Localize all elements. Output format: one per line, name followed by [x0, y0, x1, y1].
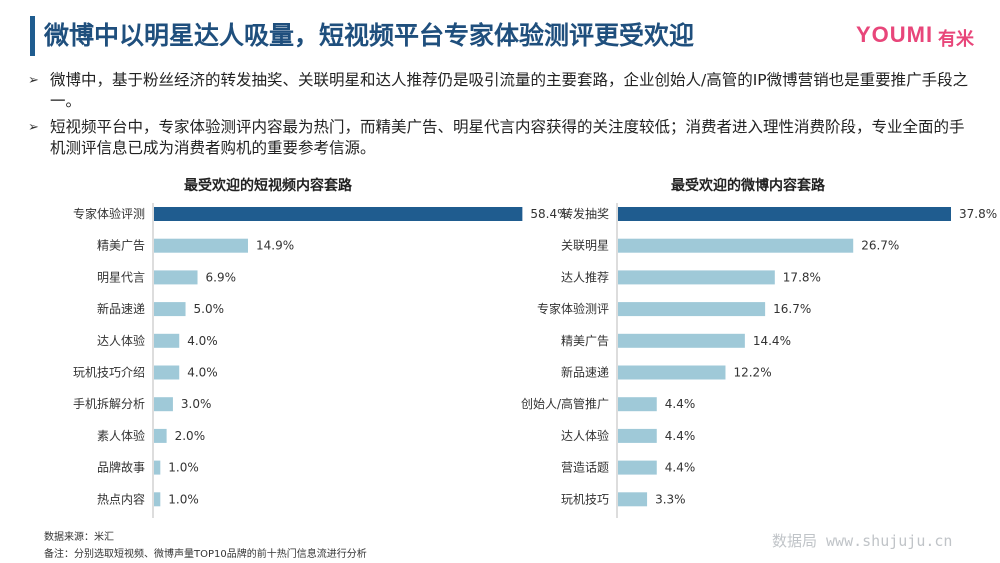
- bar: [618, 460, 657, 475]
- bar: [618, 492, 648, 507]
- bar: [154, 238, 248, 253]
- data-label: 4.4%: [665, 461, 696, 475]
- bullet-text: 短视频平台中，专家体验测评内容最为热门，而精美广告、明星代言内容获得的关注度较低…: [50, 118, 965, 157]
- arrow-bullet-icon: ➢: [28, 73, 39, 88]
- category-label: 热点内容: [97, 491, 145, 506]
- category-label: 手机拆解分析: [73, 396, 145, 411]
- bar: [154, 428, 167, 443]
- data-label: 26.7%: [861, 239, 899, 253]
- data-label: 14.9%: [256, 239, 294, 253]
- bar: [154, 492, 161, 507]
- category-label: 创始人/高管推广: [521, 396, 609, 411]
- data-label: 37.8%: [959, 207, 997, 221]
- data-label: 3.3%: [655, 492, 686, 506]
- data-label: 3.0%: [181, 397, 212, 411]
- data-label: 12.2%: [733, 366, 771, 380]
- bar: [618, 397, 657, 412]
- bullet-item: ➢ 短视频平台中，专家体验测评内容最为热门，而精美广告、明星代言内容获得的关注度…: [28, 117, 978, 159]
- category-label: 精美广告: [561, 334, 609, 348]
- data-source: 数据来源：米汇: [44, 532, 114, 543]
- bar: [154, 207, 523, 221]
- category-label: 关联明星: [561, 239, 609, 253]
- category-label: 达人推荐: [561, 270, 609, 284]
- category-label: 精美广告: [97, 239, 145, 253]
- title-accent-bar: [30, 16, 35, 56]
- chart-title: 最受欢迎的微博内容套路: [671, 177, 826, 194]
- category-label: 玩机技巧介绍: [73, 366, 145, 380]
- data-label: 4.0%: [187, 334, 218, 348]
- logo-text-en: YOUMI: [856, 22, 934, 47]
- data-label: 1.0%: [168, 492, 199, 506]
- page-title: 微博中以明星达人吸量，短视频平台专家体验测评更受欢迎: [44, 21, 695, 50]
- footnote-note: 备注：分别选取短视频、微博声量TOP10品牌的前十热门信息流进行分析: [44, 549, 367, 560]
- bar: [618, 428, 657, 443]
- category-label: 新品速递: [97, 301, 145, 316]
- category-label: 明星代言: [97, 270, 145, 284]
- summary-bullets: ➢ 微博中，基于粉丝经济的转发抽奖、关联明星和达人推荐仍是吸引流量的主要套路，企…: [28, 70, 978, 164]
- data-label: 4.0%: [187, 366, 218, 380]
- bar: [154, 397, 173, 412]
- data-label: 6.9%: [206, 270, 237, 284]
- data-label: 4.4%: [665, 429, 696, 443]
- category-label: 达人体验: [561, 428, 609, 443]
- data-label: 14.4%: [753, 334, 791, 348]
- data-label: 58.4%: [530, 207, 568, 221]
- bar: [154, 270, 198, 285]
- bar: [618, 333, 745, 348]
- category-label: 玩机技巧: [561, 492, 609, 506]
- data-label: 4.4%: [665, 397, 696, 411]
- data-label: 16.7%: [773, 302, 811, 316]
- category-label: 转发抽奖: [561, 206, 609, 221]
- data-label: 2.0%: [175, 429, 206, 443]
- watermark: 数据局 www.shujuju.cn: [772, 532, 953, 550]
- bar: [618, 270, 775, 285]
- category-label: 品牌故事: [97, 460, 145, 475]
- logo-text-cn: 有米: [938, 29, 974, 49]
- bar: [618, 365, 726, 380]
- bar: [618, 207, 951, 221]
- data-label: 17.8%: [783, 270, 821, 284]
- chart-title: 最受欢迎的短视频内容套路: [184, 177, 353, 194]
- arrow-bullet-icon: ➢: [28, 120, 39, 135]
- bar: [154, 333, 180, 348]
- bar: [154, 302, 186, 317]
- data-label: 5.0%: [194, 302, 225, 316]
- category-label: 达人体验: [97, 333, 145, 348]
- category-label: 新品速递: [561, 365, 609, 380]
- bullet-text: 微博中，基于粉丝经济的转发抽奖、关联明星和达人推荐仍是吸引流量的主要套路，企业创…: [50, 71, 969, 110]
- category-label: 素人体验: [97, 428, 145, 443]
- category-label: 营造话题: [561, 461, 609, 475]
- bullet-item: ➢ 微博中，基于粉丝经济的转发抽奖、关联明星和达人推荐仍是吸引流量的主要套路，企…: [28, 70, 978, 112]
- bar: [618, 238, 854, 253]
- bar: [154, 460, 161, 475]
- category-label: 专家体验测评: [537, 301, 609, 316]
- bar: [618, 302, 766, 317]
- data-label: 1.0%: [168, 461, 199, 475]
- category-label: 专家体验评测: [73, 206, 145, 221]
- bar: [154, 365, 180, 380]
